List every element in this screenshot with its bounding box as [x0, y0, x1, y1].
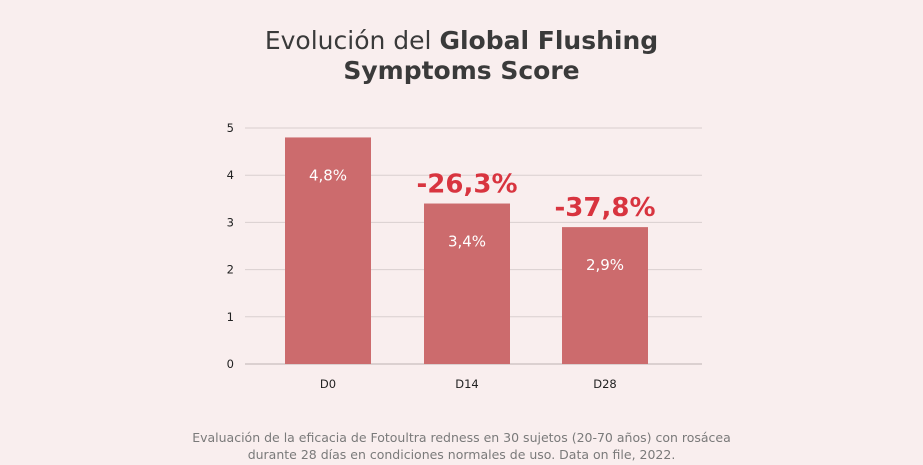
change-label: -37,8%: [555, 193, 656, 223]
x-tick-label: D14: [455, 377, 479, 391]
change-label: -26,3%: [417, 170, 518, 200]
chart-title-bold-line1: Global Flushing: [439, 26, 659, 55]
chart-title-bold-line2: Symptoms Score: [343, 56, 580, 85]
y-tick-label: 1: [227, 310, 234, 324]
caption-line-1: Evaluación de la eficacia de Fotoultra r…: [192, 430, 731, 445]
x-tick-label: D0: [320, 377, 336, 391]
y-tick-label: 0: [227, 357, 234, 371]
bar-value-label: 3,4%: [448, 233, 486, 251]
y-tick-label: 3: [227, 215, 234, 229]
chart-title-prefix: Evolución del: [264, 26, 440, 55]
y-tick-label: 2: [227, 263, 234, 277]
bar-d0: [285, 137, 371, 364]
chart-title: Evolución del Global Flushing Symptoms S…: [0, 26, 923, 86]
x-tick-label: D28: [593, 377, 617, 391]
y-tick-label: 5: [227, 121, 234, 135]
bar-value-label: 2,9%: [586, 256, 624, 274]
bar-value-label: 4,8%: [309, 166, 347, 184]
caption-line-2: durante 28 días en condiciones normales …: [247, 447, 676, 462]
chart-caption: Evaluación de la eficacia de Fotoultra r…: [0, 429, 923, 463]
bar-d14: [424, 203, 510, 364]
bar-d28: [562, 227, 648, 364]
y-tick-label: 4: [227, 168, 234, 182]
